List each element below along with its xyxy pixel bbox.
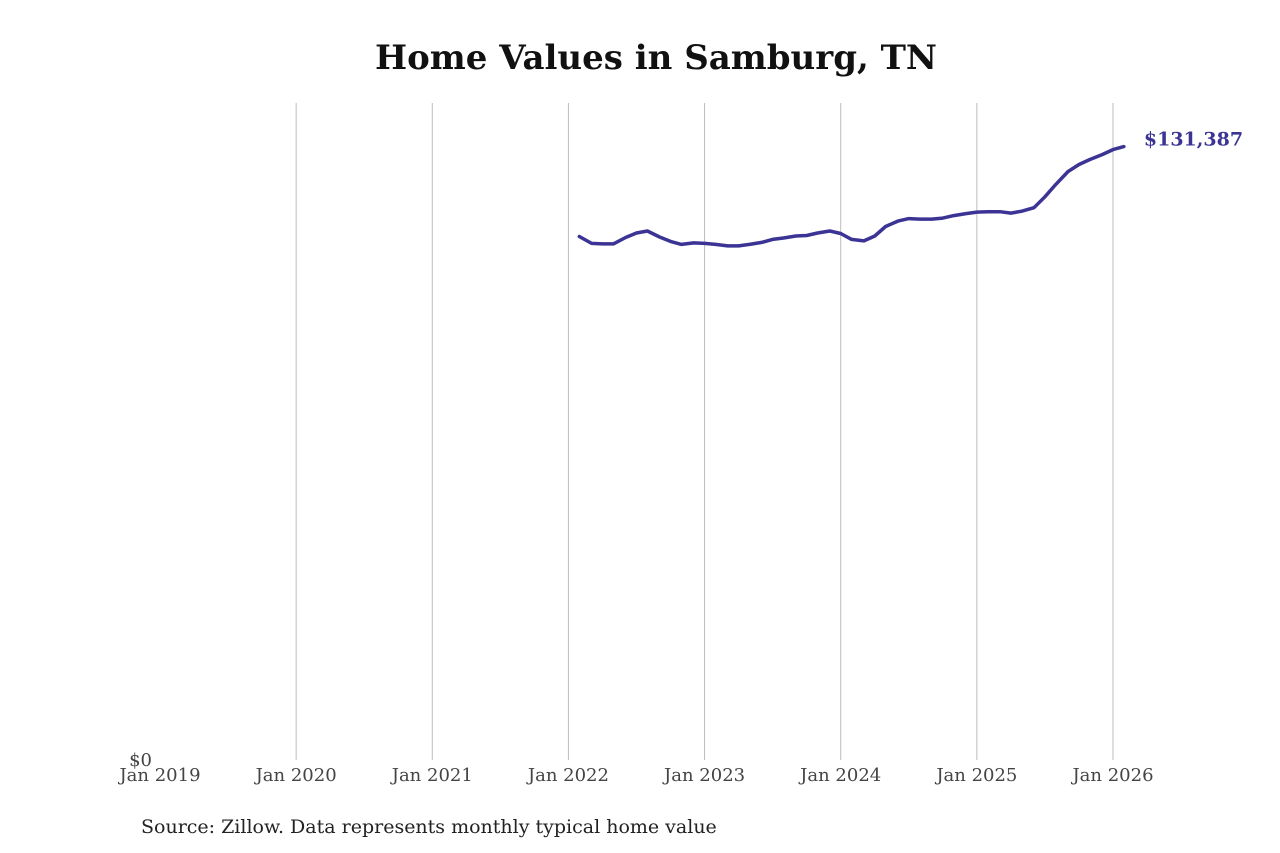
source-note: Source: Zillow. Data represents monthly … <box>141 816 717 838</box>
x-tick-label: Jan 2021 <box>390 765 473 786</box>
x-tick-label: Jan 2019 <box>117 765 200 786</box>
x-tick-label: Jan 2026 <box>1070 765 1153 786</box>
x-tick-label: Jan 2020 <box>254 765 337 786</box>
x-tick-label: Jan 2023 <box>662 765 745 786</box>
series-line <box>577 144 1126 248</box>
series-layer <box>577 144 1126 248</box>
x-tick-label: Jan 2025 <box>934 765 1017 786</box>
x-tick-label: Jan 2022 <box>526 765 609 786</box>
axis-ticks: Jan 2019 Jan 2020 Jan 2021 Jan 2022 Jan 2023… <box>117 750 1153 786</box>
chart-title: Home Values in Samburg, TN <box>374 38 938 78</box>
end-value-label: $131,387 <box>1144 129 1243 151</box>
gridlines <box>295 103 1114 760</box>
y-tick-label: $0 <box>129 750 152 771</box>
x-tick-label: Jan 2024 <box>798 765 881 786</box>
